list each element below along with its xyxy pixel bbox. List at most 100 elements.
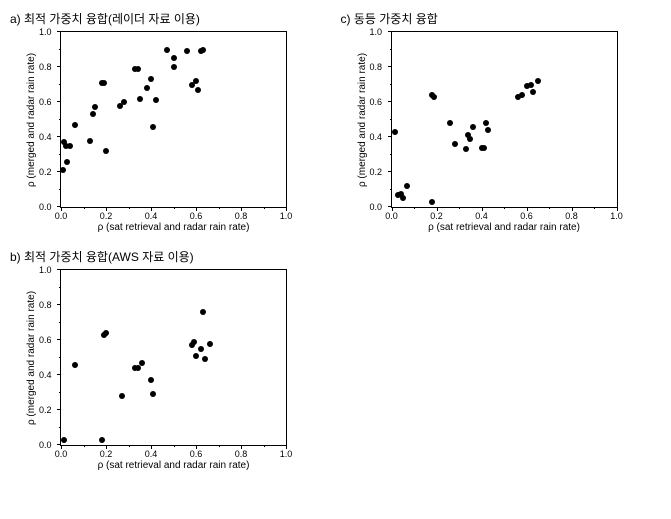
x-tick-minor [504, 207, 505, 209]
y-tick-label: 0.8 [370, 62, 383, 72]
x-tick-label: 0.0 [55, 449, 68, 459]
x-tick-minor [129, 207, 130, 209]
x-tick-label: 0.2 [100, 211, 113, 221]
scatter-point [198, 346, 204, 352]
plot-b: ρ (merged and radar rain rate)ρ (sat ret… [60, 269, 287, 446]
panel-a: a) 최적 가중치 융합(레이더 자료 이용) ρ (merged and ra… [10, 10, 331, 238]
y-tick-label: 0.2 [39, 405, 52, 415]
y-tick-label: 0.0 [39, 440, 52, 450]
x-tick-label: 1.0 [610, 211, 623, 221]
x-tick-label: 0.4 [145, 211, 158, 221]
scatter-point [470, 124, 476, 130]
y-tick-minor [59, 154, 61, 155]
y-tick-mark [57, 136, 61, 137]
x-tick-mark [527, 207, 528, 211]
x-tick-mark [196, 445, 197, 449]
y-tick-label: 0.2 [370, 167, 383, 177]
x-tick-label: 0.8 [565, 211, 578, 221]
x-tick-mark [151, 445, 152, 449]
scatter-point [431, 94, 437, 100]
x-tick-mark [61, 207, 62, 211]
y-tick-mark [57, 339, 61, 340]
plot-a: ρ (merged and radar rain rate)ρ (sat ret… [60, 31, 287, 208]
scatter-point [429, 199, 435, 205]
y-tick-minor [390, 49, 392, 50]
y-tick-minor [59, 427, 61, 428]
x-tick-mark [151, 207, 152, 211]
scatter-point [99, 437, 105, 443]
panel-c-title: c) 동등 가중치 융합 [341, 10, 662, 27]
y-tick-label: 0.0 [370, 202, 383, 212]
panel-c: c) 동등 가중치 융합 ρ (merged and radar rain ra… [341, 10, 662, 238]
y-tick-label: 1.0 [370, 27, 383, 37]
x-tick-minor [84, 445, 85, 447]
scatter-point [193, 78, 199, 84]
x-tick-mark [106, 445, 107, 449]
scatter-point [103, 330, 109, 336]
x-tick-label: 0.8 [235, 449, 248, 459]
x-tick-mark [392, 207, 393, 211]
y-tick-minor [59, 119, 61, 120]
x-tick-mark [437, 207, 438, 211]
scatter-point [184, 48, 190, 54]
scatter-point [121, 99, 127, 105]
scatter-point [72, 122, 78, 128]
x-tick-label: 0.6 [520, 211, 533, 221]
y-tick-label: 0.4 [370, 132, 383, 142]
y-tick-mark [57, 31, 61, 32]
x-tick-mark [241, 445, 242, 449]
panel-a-title: a) 최적 가중치 융합(레이더 자료 이용) [10, 10, 331, 27]
y-tick-minor [59, 49, 61, 50]
scatter-point [191, 339, 197, 345]
x-tick-label: 0.6 [190, 211, 203, 221]
scatter-point [135, 66, 141, 72]
scatter-point [202, 356, 208, 362]
x-tick-mark [482, 207, 483, 211]
y-axis-label: ρ (merged and radar rain rate) [26, 52, 37, 186]
scatter-point [148, 377, 154, 383]
x-tick-minor [219, 207, 220, 209]
x-tick-mark [241, 207, 242, 211]
y-tick-minor [390, 154, 392, 155]
scatter-point [153, 97, 159, 103]
x-tick-minor [549, 207, 550, 209]
scatter-point [463, 146, 469, 152]
scatter-point [447, 120, 453, 126]
panel-b: b) 최적 가중치 융합(AWS 자료 이용) ρ (merged and ra… [10, 248, 331, 476]
x-tick-label: 0.0 [385, 211, 398, 221]
scatter-point [519, 92, 525, 98]
y-tick-minor [390, 84, 392, 85]
x-tick-label: 0.2 [430, 211, 443, 221]
y-axis-label: ρ (merged and radar rain rate) [357, 52, 368, 186]
y-tick-mark [388, 101, 392, 102]
y-tick-mark [388, 171, 392, 172]
x-tick-minor [174, 207, 175, 209]
y-tick-minor [390, 119, 392, 120]
x-tick-minor [129, 445, 130, 447]
scatter-point [467, 136, 473, 142]
y-tick-mark [388, 31, 392, 32]
y-tick-mark [57, 409, 61, 410]
y-tick-mark [57, 101, 61, 102]
scatter-point [150, 391, 156, 397]
x-tick-minor [264, 445, 265, 447]
scatter-point [200, 47, 206, 53]
scatter-point [171, 64, 177, 70]
y-tick-label: 0.4 [39, 370, 52, 380]
scatter-point [452, 141, 458, 147]
y-tick-minor [59, 392, 61, 393]
scatter-point [139, 360, 145, 366]
x-tick-label: 0.8 [235, 211, 248, 221]
scatter-point [481, 145, 487, 151]
x-tick-mark [61, 445, 62, 449]
x-tick-label: 0.4 [145, 449, 158, 459]
scatter-point [485, 127, 491, 133]
scatter-point [207, 341, 213, 347]
y-tick-minor [390, 189, 392, 190]
scatter-point [392, 129, 398, 135]
x-tick-mark [617, 207, 618, 211]
x-tick-mark [286, 445, 287, 449]
x-axis-label: ρ (sat retrieval and radar rain rate) [98, 460, 250, 471]
scatter-point [103, 148, 109, 154]
scatter-point [92, 104, 98, 110]
